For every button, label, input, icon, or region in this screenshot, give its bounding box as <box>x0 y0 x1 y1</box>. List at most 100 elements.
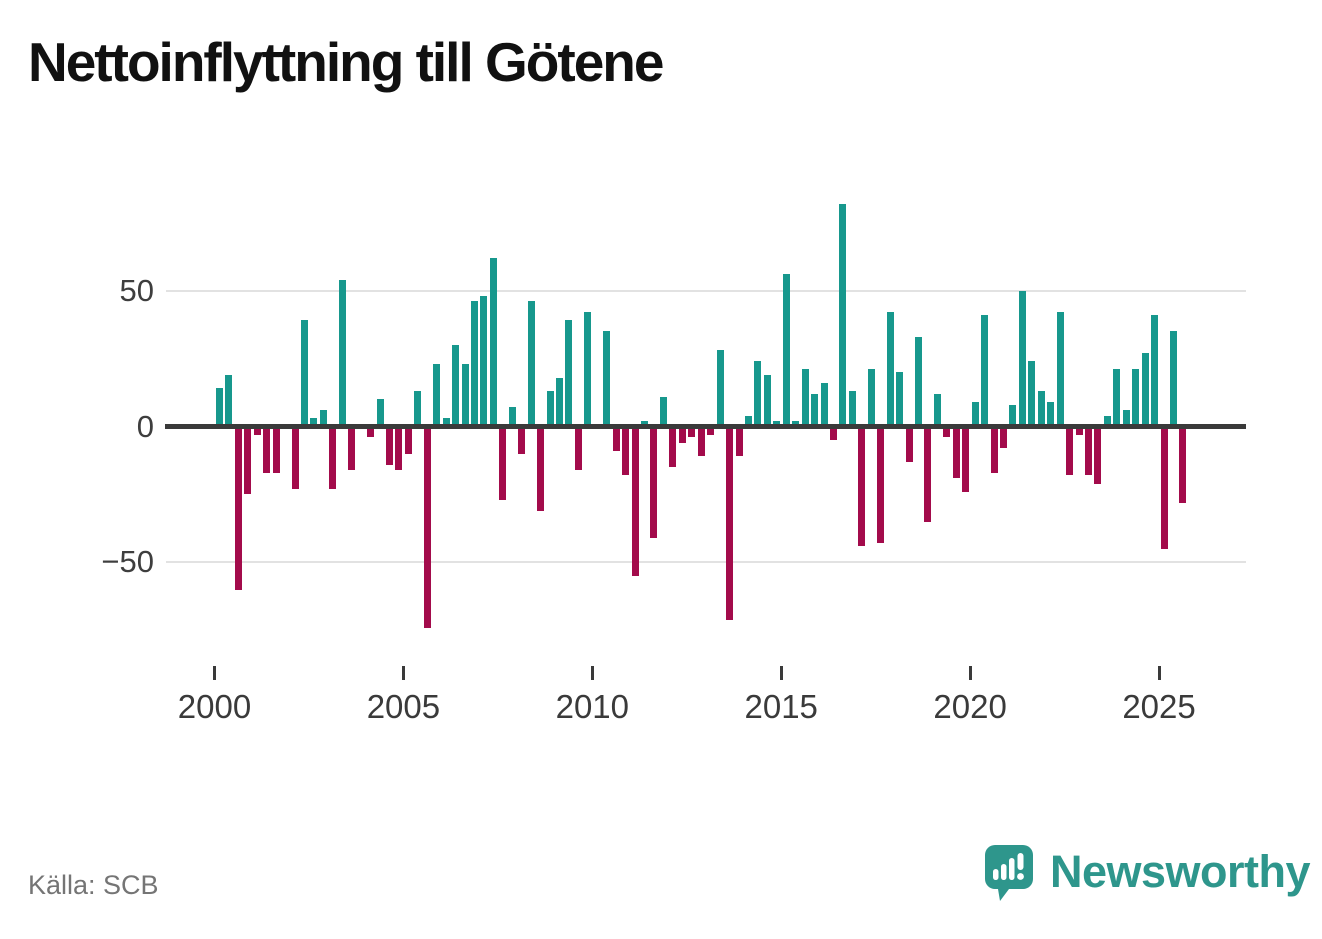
bar-q83 <box>999 426 1007 449</box>
bar-q14 <box>348 426 356 470</box>
x-axis-label-2000: 2000 <box>177 688 252 725</box>
bar-q70 <box>877 426 885 544</box>
bar-q72 <box>896 372 904 427</box>
bar-q33 <box>527 301 535 427</box>
bar-q39 <box>584 312 592 427</box>
bar-q61 <box>792 421 800 427</box>
bar-q3 <box>244 426 252 495</box>
bar-q6 <box>272 426 280 473</box>
bar-q20 <box>404 426 412 454</box>
bar-q87 <box>1037 391 1045 427</box>
bar-q21 <box>414 391 422 427</box>
brand-footer: Newsworthy <box>984 844 1311 907</box>
bar-q74 <box>914 336 922 427</box>
x-axis-label-2020: 2020 <box>933 688 1007 725</box>
gridline-y--50 <box>166 561 1246 564</box>
bar-q34 <box>537 426 545 511</box>
brand-name: Newsworthy <box>1050 846 1311 897</box>
bar-q100 <box>1160 426 1168 549</box>
bar-q71 <box>886 312 894 427</box>
bar-q28 <box>480 296 488 427</box>
bar-q91 <box>1075 426 1083 435</box>
bar-q69 <box>867 369 875 427</box>
bar-q24 <box>442 418 450 427</box>
bar-q2 <box>234 426 242 590</box>
bar-q65 <box>829 426 837 441</box>
bar-q36 <box>556 377 564 427</box>
bar-q79 <box>962 426 970 492</box>
x-tick-2020 <box>968 666 972 680</box>
bar-q25 <box>452 344 460 427</box>
bar-q81 <box>981 315 989 427</box>
bar-q73 <box>905 426 913 462</box>
y-axis-label-50: 50 <box>119 272 154 308</box>
bar-q27 <box>471 301 479 427</box>
bar-q26 <box>461 363 469 427</box>
bar-q48 <box>669 426 677 468</box>
bar-q41 <box>603 331 611 427</box>
bar-q11 <box>319 410 327 427</box>
bar-q38 <box>574 426 582 470</box>
x-tick-2010 <box>590 666 594 680</box>
bar-q77 <box>943 426 951 438</box>
y-axis-label--50: −50 <box>101 544 154 580</box>
bar-q30 <box>499 426 507 500</box>
x-tick-2005 <box>401 666 405 680</box>
bar-q57 <box>754 361 762 427</box>
bar-q96 <box>1122 410 1130 427</box>
bar-q85 <box>1018 290 1026 427</box>
bar-q1 <box>225 374 233 427</box>
bar-q95 <box>1113 369 1121 427</box>
bar-q47 <box>659 396 667 427</box>
bar-q97 <box>1132 369 1140 427</box>
bar-q22 <box>423 426 431 628</box>
bar-q50 <box>688 426 696 438</box>
page-title: Nettoinflyttning till Götene <box>28 31 664 93</box>
bar-q80 <box>971 402 979 427</box>
x-axis-zero-line <box>165 424 1246 429</box>
bar-q23 <box>433 363 441 427</box>
bar-q32 <box>518 426 526 454</box>
gridline-y-50 <box>166 289 1246 292</box>
y-axis-label-0: 0 <box>136 408 154 444</box>
bar-q45 <box>641 421 649 427</box>
bar-q56 <box>744 415 752 427</box>
source-caption: Källa: SCB <box>28 870 159 900</box>
bar-q18 <box>386 426 394 465</box>
bar-q102 <box>1179 426 1187 503</box>
x-tick-2025 <box>1157 666 1161 680</box>
newsworthy-logo-icon <box>984 844 1034 907</box>
bar-q42 <box>612 426 620 451</box>
bar-q46 <box>650 426 658 538</box>
bar-q49 <box>678 426 686 443</box>
x-axis-label-2015: 2015 <box>744 688 818 725</box>
bar-q92 <box>1084 426 1092 476</box>
bar-q99 <box>1151 315 1159 427</box>
bar-q84 <box>1009 404 1017 427</box>
bar-q59 <box>773 421 781 427</box>
bar-q52 <box>707 426 715 435</box>
bar-q76 <box>933 393 941 427</box>
bar-q5 <box>263 426 271 473</box>
x-tick-2015 <box>779 666 783 680</box>
bar-q58 <box>763 374 771 427</box>
x-axis-label-2025: 2025 <box>1122 688 1196 725</box>
bar-q37 <box>565 320 573 427</box>
x-tick-2000 <box>213 666 216 680</box>
bar-q8 <box>291 426 299 490</box>
bar-q55 <box>735 426 743 457</box>
bar-q78 <box>952 426 960 479</box>
bar-q9 <box>301 320 308 427</box>
bar-q4 <box>253 426 261 435</box>
x-axis-label-2010: 2010 <box>555 688 630 725</box>
bar-q54 <box>726 426 734 620</box>
bar-q86 <box>1028 361 1036 427</box>
bar-q89 <box>1056 312 1064 427</box>
bar-q60 <box>782 274 790 427</box>
bar-q66 <box>839 203 847 427</box>
bar-q68 <box>858 426 866 547</box>
bar-q94 <box>1103 415 1111 427</box>
bar-q0 <box>216 388 223 427</box>
